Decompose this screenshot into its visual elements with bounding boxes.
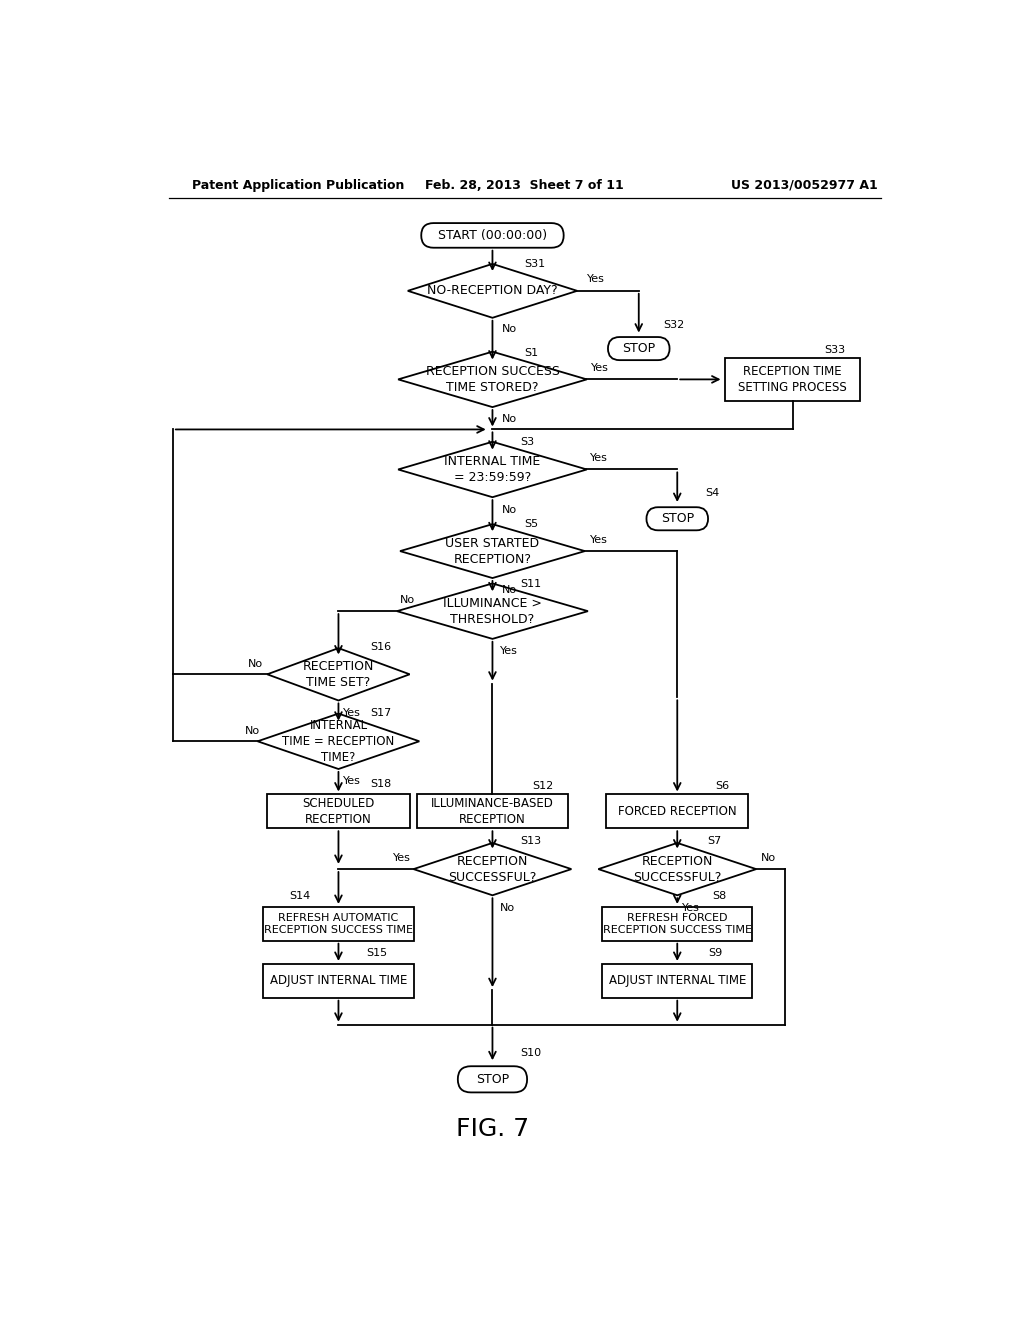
Polygon shape xyxy=(398,442,587,498)
Text: RECEPTION
TIME SET?: RECEPTION TIME SET? xyxy=(303,660,374,689)
Text: S12: S12 xyxy=(531,781,553,791)
Text: Yes: Yes xyxy=(591,363,609,372)
Text: S31: S31 xyxy=(524,259,546,269)
Text: RECEPTION SUCCESS
TIME STORED?: RECEPTION SUCCESS TIME STORED? xyxy=(426,364,559,393)
Text: INTERNAL
TIME = RECEPTION
TIME?: INTERNAL TIME = RECEPTION TIME? xyxy=(283,719,394,764)
Text: Yes: Yes xyxy=(590,453,607,463)
FancyBboxPatch shape xyxy=(421,223,563,248)
Polygon shape xyxy=(598,843,756,895)
Text: INTERNAL TIME
= 23:59:59?: INTERNAL TIME = 23:59:59? xyxy=(444,455,541,484)
Text: S8: S8 xyxy=(713,891,727,902)
Text: S13: S13 xyxy=(520,836,542,846)
Text: Yes: Yes xyxy=(682,903,700,912)
Text: No: No xyxy=(502,504,517,515)
Text: FORCED RECEPTION: FORCED RECEPTION xyxy=(617,805,736,818)
Text: No: No xyxy=(502,414,517,425)
Bar xyxy=(602,907,753,941)
Text: No: No xyxy=(245,726,260,735)
Polygon shape xyxy=(414,843,571,895)
Text: S3: S3 xyxy=(520,437,535,446)
Text: REFRESH FORCED
RECEPTION SUCCESS TIME: REFRESH FORCED RECEPTION SUCCESS TIME xyxy=(603,912,752,935)
Text: S33: S33 xyxy=(824,345,846,355)
Polygon shape xyxy=(398,351,587,407)
Text: ADJUST INTERNAL TIME: ADJUST INTERNAL TIME xyxy=(608,974,745,987)
Text: S5: S5 xyxy=(524,519,538,529)
Text: Yes: Yes xyxy=(343,708,361,718)
Text: Yes: Yes xyxy=(590,536,607,545)
Text: NO-RECEPTION DAY?: NO-RECEPTION DAY? xyxy=(427,284,558,297)
Text: REFRESH AUTOMATIC
RECEPTION SUCCESS TIME: REFRESH AUTOMATIC RECEPTION SUCCESS TIME xyxy=(264,912,413,935)
Bar xyxy=(725,358,860,400)
Text: US 2013/0052977 A1: US 2013/0052977 A1 xyxy=(731,178,878,191)
Text: S11: S11 xyxy=(520,579,542,589)
Text: Yes: Yes xyxy=(501,647,518,656)
Text: SCHEDULED
RECEPTION: SCHEDULED RECEPTION xyxy=(302,797,375,826)
Text: STOP: STOP xyxy=(476,1073,509,1086)
Text: S14: S14 xyxy=(290,891,310,902)
Text: ILLUMINANCE-BASED
RECEPTION: ILLUMINANCE-BASED RECEPTION xyxy=(431,797,554,826)
Bar xyxy=(418,795,567,829)
Polygon shape xyxy=(267,648,410,701)
Text: RECEPTION TIME
SETTING PROCESS: RECEPTION TIME SETTING PROCESS xyxy=(738,364,847,393)
Bar xyxy=(606,795,749,829)
Text: No: No xyxy=(761,853,776,863)
Text: S17: S17 xyxy=(371,708,391,718)
Text: No: No xyxy=(248,659,263,668)
Text: Patent Application Publication: Patent Application Publication xyxy=(193,178,404,191)
Text: No: No xyxy=(400,595,416,606)
Text: S16: S16 xyxy=(371,643,391,652)
Text: RECEPTION
SUCCESSFUL?: RECEPTION SUCCESSFUL? xyxy=(633,854,722,883)
Text: ILLUMINANCE >
THRESHOLD?: ILLUMINANCE > THRESHOLD? xyxy=(443,597,542,626)
Text: S7: S7 xyxy=(708,836,721,846)
Text: No: No xyxy=(502,325,517,334)
Text: Yes: Yes xyxy=(588,275,605,284)
Text: S6: S6 xyxy=(715,781,729,791)
Text: No: No xyxy=(501,903,515,912)
Text: S18: S18 xyxy=(371,779,391,788)
Text: S15: S15 xyxy=(367,948,387,958)
Text: STOP: STOP xyxy=(660,512,694,525)
Bar xyxy=(263,907,414,941)
Text: USER STARTED
RECEPTION?: USER STARTED RECEPTION? xyxy=(445,537,540,565)
Polygon shape xyxy=(397,583,588,639)
Polygon shape xyxy=(408,264,578,318)
Text: S9: S9 xyxy=(709,948,723,958)
Bar xyxy=(267,795,410,829)
Text: FIG. 7: FIG. 7 xyxy=(456,1117,529,1140)
Polygon shape xyxy=(258,714,419,770)
Bar xyxy=(263,964,414,998)
Text: S4: S4 xyxy=(705,488,719,499)
Text: S32: S32 xyxy=(663,321,684,330)
Text: No: No xyxy=(502,585,517,594)
Text: RECEPTION
SUCCESSFUL?: RECEPTION SUCCESSFUL? xyxy=(449,854,537,883)
FancyBboxPatch shape xyxy=(646,507,708,531)
Text: S10: S10 xyxy=(520,1048,542,1059)
Text: Yes: Yes xyxy=(392,853,411,863)
Text: ADJUST INTERNAL TIME: ADJUST INTERNAL TIME xyxy=(269,974,408,987)
Polygon shape xyxy=(400,524,585,578)
Text: Feb. 28, 2013  Sheet 7 of 11: Feb. 28, 2013 Sheet 7 of 11 xyxy=(425,178,625,191)
Text: STOP: STOP xyxy=(623,342,655,355)
Text: S1: S1 xyxy=(524,348,538,358)
FancyBboxPatch shape xyxy=(608,337,670,360)
FancyBboxPatch shape xyxy=(458,1067,527,1093)
Bar xyxy=(602,964,753,998)
Text: Yes: Yes xyxy=(343,776,361,787)
Text: START (00:00:00): START (00:00:00) xyxy=(438,228,547,242)
